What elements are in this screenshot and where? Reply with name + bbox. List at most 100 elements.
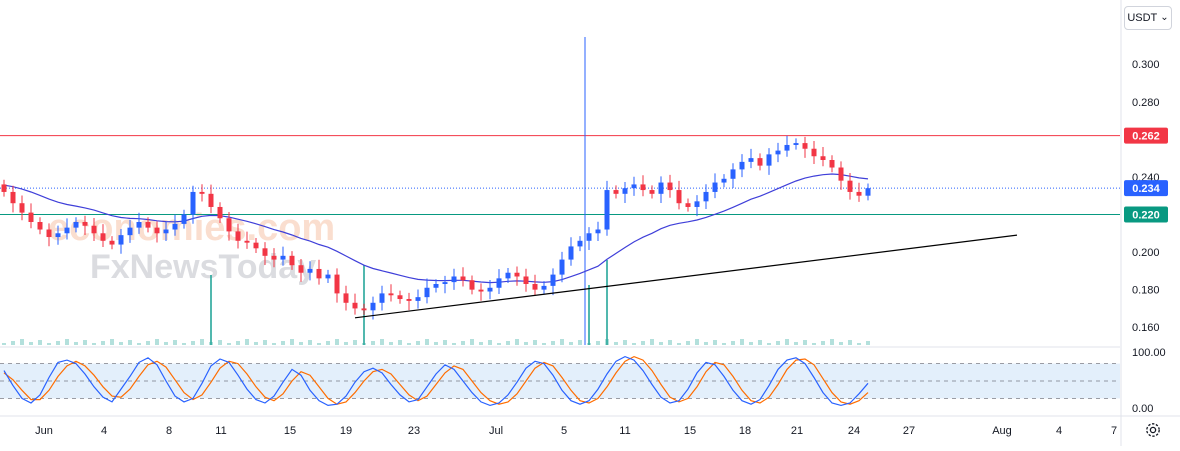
volume-bar (29, 342, 33, 345)
candle-body (568, 246, 574, 260)
currency-label: USDT (1127, 12, 1158, 24)
candle-body (496, 278, 502, 288)
volume-bar (65, 339, 69, 345)
candle-body (829, 160, 835, 168)
candle-body (793, 143, 799, 145)
volume-bar (767, 343, 771, 345)
volume-bar (722, 343, 726, 345)
candle-body (757, 158, 763, 166)
candle-body (10, 191, 16, 204)
volume-bar (650, 339, 654, 345)
volume-bar (407, 343, 411, 345)
volume-bar (524, 342, 528, 345)
volume-bar (83, 340, 87, 345)
candle-body (784, 144, 790, 151)
candle-body (595, 229, 601, 234)
volume-bar (173, 340, 177, 345)
candle-body (865, 188, 871, 196)
volume-bar (758, 340, 762, 345)
volume-bar (506, 341, 510, 345)
volume-bar (119, 342, 123, 345)
volume-bar (686, 341, 690, 345)
last-price-label: 0.234 (1132, 183, 1160, 195)
currency-selector[interactable]: USDT ⌄ (1124, 6, 1172, 30)
candle-body (289, 255, 295, 266)
support-price-label: 0.220 (1132, 209, 1160, 221)
candle-body (109, 240, 115, 245)
candle-body (505, 272, 511, 279)
candle-body (604, 190, 610, 230)
volume-bar (164, 342, 168, 345)
volume-bar (38, 340, 42, 345)
candle-body (127, 227, 133, 236)
x-tick-label: 23 (408, 425, 420, 437)
stoch-axis-label: 0.00 (1132, 403, 1153, 415)
x-tick-label: 15 (284, 425, 296, 437)
candle-body (244, 240, 250, 243)
candle-body (64, 227, 70, 234)
volume-bar (596, 341, 600, 345)
volume-bar (56, 341, 60, 345)
candle-body (667, 182, 673, 191)
x-tick-label: 19 (340, 425, 352, 437)
candle-body (460, 276, 466, 281)
volume-bar (218, 340, 222, 345)
candle-body (640, 184, 646, 191)
candle-body (469, 280, 475, 290)
stoch-k-line (3, 355, 869, 407)
volume-bar (443, 340, 447, 345)
x-tick-label: 8 (166, 425, 172, 437)
x-tick-label: 11 (215, 425, 226, 437)
volume-bar (632, 343, 636, 345)
volume-bar (488, 340, 492, 345)
candle-body (766, 154, 772, 166)
volume-bar (92, 343, 96, 345)
stoch-d-line (3, 355, 869, 405)
gear-icon[interactable] (1144, 421, 1162, 439)
volume-bar (137, 343, 141, 345)
volume-bar (470, 339, 474, 345)
volume-spike (606, 260, 608, 345)
candle-body (685, 203, 691, 207)
candle-body (370, 302, 376, 311)
x-tick-label: 5 (561, 425, 567, 437)
x-tick-label: 21 (791, 425, 803, 437)
candle-body (334, 274, 340, 294)
resistance-price-label: 0.262 (1132, 131, 1160, 143)
volume-bar (533, 340, 537, 345)
candle-body (748, 158, 754, 162)
y-tick-label: 0.300 (1132, 59, 1160, 71)
volume-bar (713, 340, 717, 345)
candle-body (298, 265, 304, 273)
volume-bar (614, 342, 618, 345)
volume-bar (272, 343, 276, 345)
volume-bar (659, 342, 663, 345)
candle-body (424, 287, 430, 298)
volume-bar (569, 342, 573, 345)
last-price-badge (1124, 180, 1168, 197)
candle-body (172, 223, 178, 230)
candle-body (550, 274, 556, 286)
volume-bar (47, 343, 51, 345)
volume-bar (191, 341, 195, 345)
candle-body (226, 218, 232, 232)
volume-bar (452, 343, 456, 345)
volume-bar (749, 342, 753, 345)
candle-body (253, 242, 259, 249)
candle-body (361, 308, 367, 311)
candle-body (451, 276, 457, 283)
candle-body (1, 184, 7, 192)
candle-body (820, 156, 826, 160)
volume-bar (821, 341, 825, 345)
resistance-price-badge (1124, 127, 1168, 144)
candle-body (442, 282, 448, 284)
watermark-fxnewstoday: FxNewsToday (90, 248, 316, 286)
volume-bar (308, 340, 312, 345)
volume-bar (416, 341, 420, 345)
candle-body (559, 259, 565, 275)
x-tick-label: 7 (1111, 425, 1117, 437)
volume-bar (245, 339, 249, 345)
candle-body (577, 240, 583, 247)
volume-bar (731, 341, 735, 345)
